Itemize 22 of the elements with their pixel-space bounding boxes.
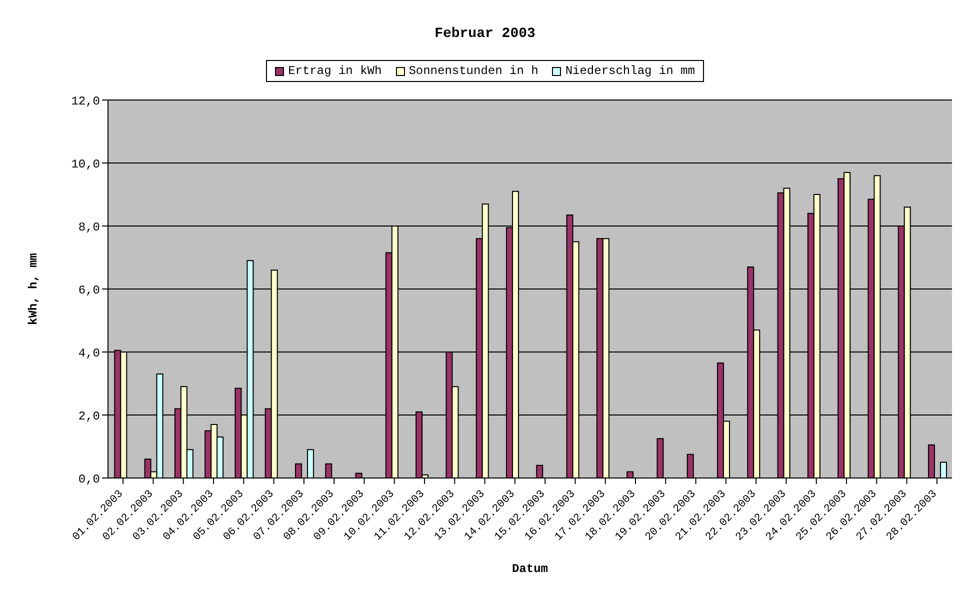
x-axis-title: Datum xyxy=(512,562,548,576)
bar xyxy=(686,454,694,478)
y-tick-label: 10,0 xyxy=(71,157,100,172)
bar xyxy=(656,438,664,478)
legend-label: Sonnenstunden in h xyxy=(408,64,538,78)
y-tick-label: 6,0 xyxy=(78,283,100,298)
y-tick-label: 2,0 xyxy=(78,409,100,424)
bar xyxy=(536,464,544,478)
legend-label: Niederschlag in mm xyxy=(564,64,695,78)
y-tick-label: 0,0 xyxy=(78,472,100,486)
bar xyxy=(940,462,947,478)
bar xyxy=(626,471,634,478)
bar xyxy=(306,449,314,478)
y-axis-title: kWh, h, mm xyxy=(26,252,40,326)
bar xyxy=(928,444,935,478)
chart-title: Februar 2003 xyxy=(434,25,536,44)
y-tick-label: 4,0 xyxy=(78,346,100,360)
y-tick-label: 12,0 xyxy=(71,94,100,108)
y-tick-label: 8,0 xyxy=(78,220,100,234)
bar xyxy=(294,463,302,478)
bar xyxy=(325,463,332,478)
legend-label: Ertrag in kWh xyxy=(287,64,382,78)
